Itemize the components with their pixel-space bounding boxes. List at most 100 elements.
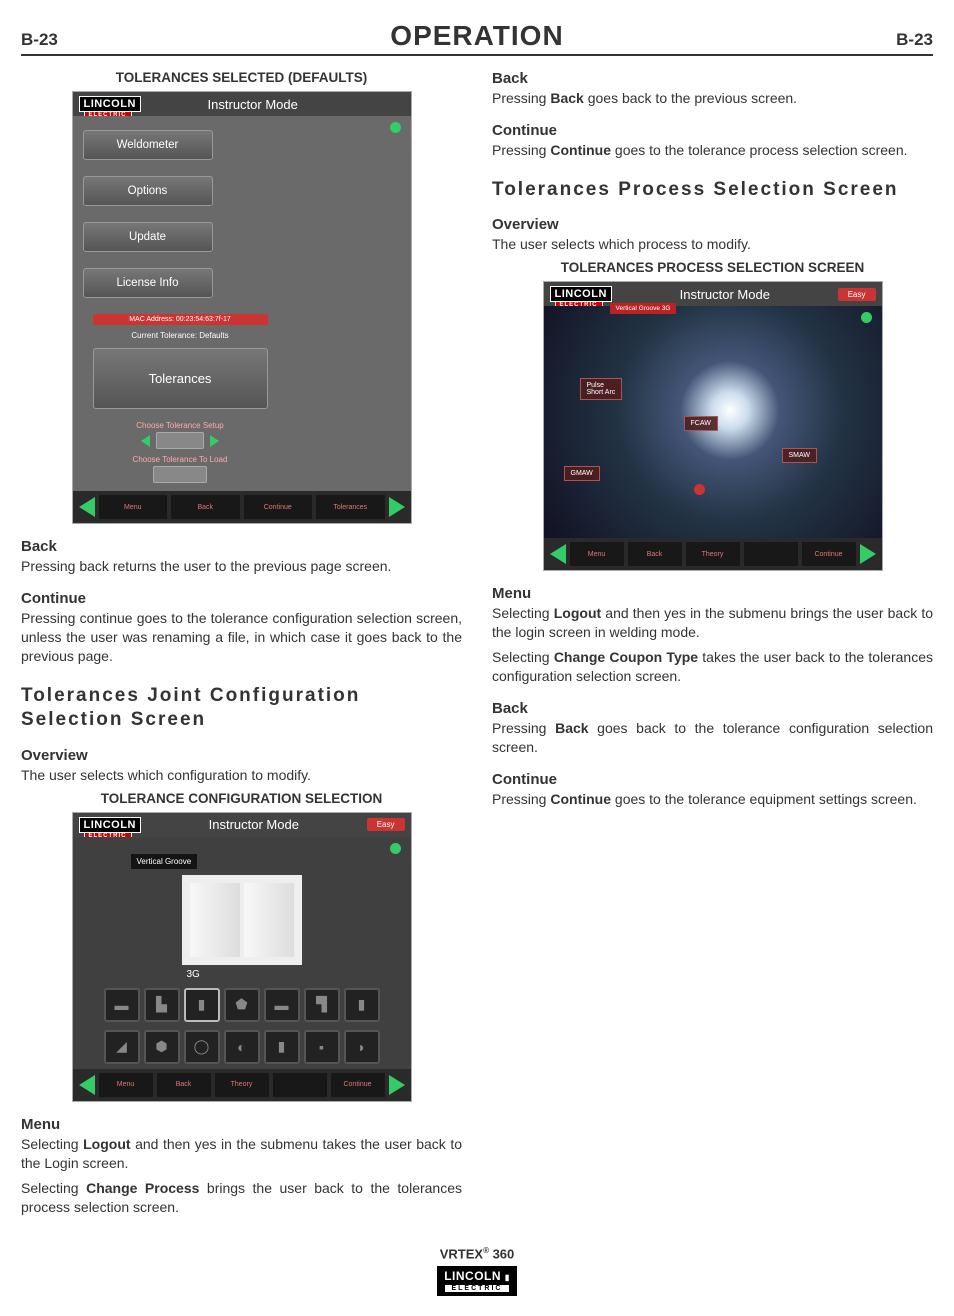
fig3-caption: TOLERANCES PROCESS SELECTION SCREEN [492,260,933,275]
thumb[interactable]: ▮ [184,988,220,1022]
r-continue-heading: Continue [492,122,933,139]
nav-right-icon[interactable] [860,544,876,564]
nav-left-icon[interactable] [79,497,95,517]
thumb[interactable]: ⬟ [224,988,260,1022]
coupon-preview [182,875,302,965]
fig1-bar-title: Instructor Mode [147,97,359,112]
fig1-footer: Menu Back Continue Tolerances [73,491,411,523]
footer-continue[interactable]: Continue [331,1073,385,1097]
r-back2-text: Pressing Back goes back to the tolerance… [492,719,933,757]
choose-load-label: Choose Tolerance To Load [93,455,268,464]
process-smaw[interactable]: SMAW [782,448,818,463]
license-info-button[interactable]: License Info [83,268,213,298]
lincoln-logo: LINCOLNELECTRIC [550,286,612,302]
fig3-bar-title: Instructor Mode [618,287,832,302]
menu-heading: Menu [21,1116,462,1133]
process-fcaw[interactable]: FCAW [684,416,718,431]
page-footer: VRTEX® 360 LINCOLN ▮ ELECTRIC [21,1246,933,1295]
page-header: B-23 OPERATION B-23 [21,20,933,56]
r-continue-text: Pressing Continue goes to the tolerance … [492,141,933,160]
footer-menu[interactable]: Menu [99,495,168,519]
page-num-right: B-23 [896,30,933,50]
fig2-screenshot: LINCOLNELECTRIC Instructor Mode Easy Ver… [72,812,412,1102]
setup-stepper[interactable] [93,432,268,449]
footer-back[interactable]: Back [628,542,682,566]
triangle-right-icon [210,435,219,447]
thumb[interactable]: ▮ [264,1030,300,1064]
r-overview-text: The user selects which process to modify… [492,235,933,254]
footer-empty [744,542,798,566]
thumb[interactable]: ▮ [344,988,380,1022]
thumb[interactable]: ▙ [144,988,180,1022]
weldometer-button[interactable]: Weldometer [83,130,213,160]
footer-continue[interactable]: Continue [244,495,313,519]
thumb[interactable]: ▜ [304,988,340,1022]
footer-tolerances[interactable]: Tolerances [316,495,385,519]
footer-back[interactable]: Back [171,495,240,519]
r-back-heading: Back [492,70,933,87]
thumb[interactable]: ▬ [264,988,300,1022]
thumb[interactable]: ◗ [344,1030,380,1064]
thumb-row-1: ▬ ▙ ▮ ⬟ ▬ ▜ ▮ [83,988,401,1022]
thumb-row-2: ◢ ⬢ ◯ ◐ ▮ ▪ ◗ [83,1030,401,1064]
thumb[interactable]: ◢ [104,1030,140,1064]
r-overview-heading: Overview [492,216,933,233]
load-slot[interactable] [153,466,207,483]
update-button[interactable]: Update [83,222,213,252]
choose-setup-label: Choose Tolerance Setup [93,421,268,430]
thumb[interactable]: ▪ [304,1030,340,1064]
overview-text: The user selects which configuration to … [21,766,462,785]
status-dot-icon [861,312,872,323]
current-tolerance-label: Current Tolerance: Defaults [93,331,268,340]
r-continue2-heading: Continue [492,771,933,788]
fig1-caption: TOLERANCES SELECTED (DEFAULTS) [21,70,462,85]
section-process-selection: Tolerances Process Selection Screen [492,178,933,203]
back-text: Pressing back returns the user to the pr… [21,557,462,576]
section-joint-config: Tolerances Joint Configuration Selection… [21,684,462,733]
fig2-bar-title: Instructor Mode [147,817,361,832]
position-label: 3G [187,969,401,980]
fig3-footer: Menu Back Theory Continue [544,538,882,570]
overview-heading: Overview [21,747,462,764]
fig1-screenshot: LINCOLNELECTRIC Instructor Mode Weldomet… [72,91,412,524]
panel-label: Vertical Groove [131,854,198,869]
tolerances-button[interactable]: Tolerances [93,348,268,409]
difficulty-pill: Easy [838,288,876,301]
nav-right-icon[interactable] [389,1075,405,1095]
left-column: TOLERANCES SELECTED (DEFAULTS) LINCOLNEL… [21,64,462,1222]
page-title: OPERATION [58,20,896,52]
footer-menu[interactable]: Menu [99,1073,153,1097]
process-pulse[interactable]: Pulse Short Arc [580,378,623,400]
footer-empty [273,1073,327,1097]
continue-text: Pressing continue goes to the tolerance … [21,609,462,666]
options-button[interactable]: Options [83,176,213,206]
menu-p2: Selecting Change Process brings the user… [21,1179,462,1217]
center-dot-icon [694,484,705,495]
footer-menu[interactable]: Menu [570,542,624,566]
r-menu-p2: Selecting Change Coupon Type takes the u… [492,648,933,686]
r-menu-p1: Selecting Logout and then yes in the sub… [492,604,933,642]
back-heading: Back [21,538,462,555]
nav-left-icon[interactable] [550,544,566,564]
thumb[interactable]: ⬢ [144,1030,180,1064]
status-dot-icon [390,843,401,854]
thumb[interactable]: ◐ [224,1030,260,1064]
footer-back[interactable]: Back [157,1073,211,1097]
footer-continue[interactable]: Continue [802,542,856,566]
nav-right-icon[interactable] [389,497,405,517]
process-gmaw[interactable]: GMAW [564,466,600,481]
footer-theory[interactable]: Theory [686,542,740,566]
triangle-left-icon [141,435,150,447]
fig2-caption: TOLERANCE CONFIGURATION SELECTION [21,791,462,806]
lincoln-footer-logo: LINCOLN ▮ ELECTRIC [437,1266,517,1296]
r-back2-heading: Back [492,700,933,717]
thumb[interactable]: ◯ [184,1030,220,1064]
status-dot-icon [390,122,401,133]
lincoln-logo: LINCOLNELECTRIC [79,817,141,833]
fig2-footer: Menu Back Theory Continue [73,1069,411,1101]
footer-theory[interactable]: Theory [215,1073,269,1097]
page-num-left: B-23 [21,30,58,50]
lincoln-logo: LINCOLNELECTRIC [79,96,141,112]
thumb[interactable]: ▬ [104,988,140,1022]
nav-left-icon[interactable] [79,1075,95,1095]
